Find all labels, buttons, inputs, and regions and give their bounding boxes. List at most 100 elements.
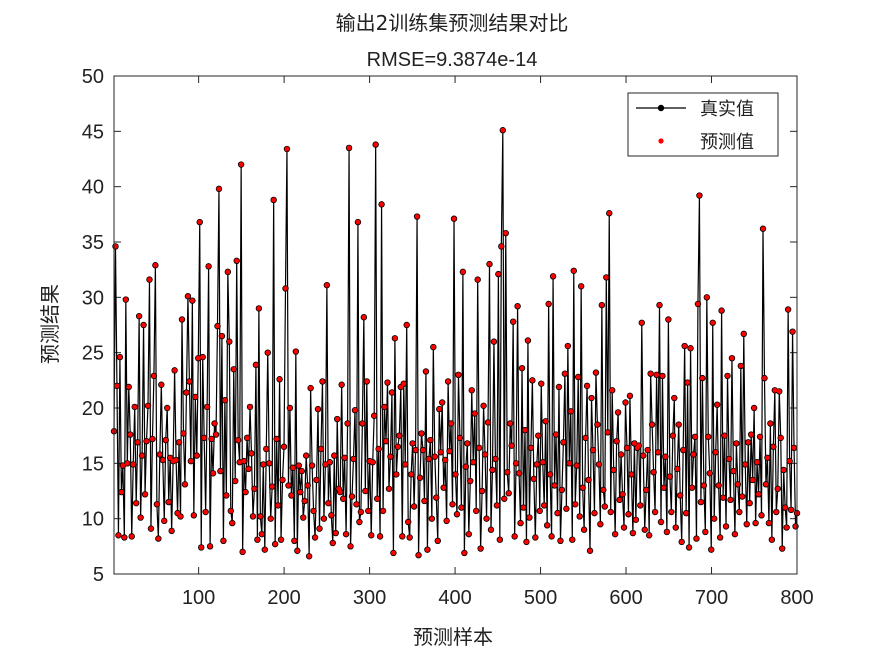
point-predicted-value	[748, 432, 754, 437]
point-predicted-value	[427, 437, 433, 443]
point-predicted-value	[266, 460, 272, 466]
point-predicted-value	[655, 449, 661, 455]
point-predicted-value	[685, 380, 690, 385]
point-predicted-value	[441, 485, 447, 491]
point-predicted-value	[391, 550, 396, 556]
point-predicted-value	[722, 433, 727, 439]
point-predicted-value	[213, 432, 219, 437]
point-predicted-value	[376, 446, 382, 452]
point-predicted-value	[676, 422, 682, 427]
point-predicted-value	[451, 216, 457, 222]
point-predicted-value	[172, 367, 178, 373]
point-predicted-value	[203, 509, 209, 515]
point-predicted-value	[191, 512, 197, 518]
point-predicted-value	[770, 444, 776, 450]
x-tick-label: 700	[695, 587, 728, 609]
point-predicted-value	[612, 531, 618, 537]
point-predicted-value	[340, 496, 346, 502]
point-predicted-value	[463, 464, 469, 470]
point-predicted-value	[630, 530, 636, 536]
point-predicted-value	[207, 543, 213, 549]
point-predicted-value	[226, 339, 232, 344]
point-predicted-value	[744, 521, 750, 527]
point-predicted-value	[252, 486, 257, 492]
point-predicted-value	[657, 302, 662, 308]
point-predicted-value	[212, 421, 217, 426]
point-predicted-value	[187, 379, 192, 384]
point-predicted-value	[660, 373, 665, 379]
point-predicted-value	[643, 487, 649, 493]
point-predicted-value	[753, 520, 759, 526]
point-predicted-value	[460, 269, 466, 275]
point-predicted-value	[339, 382, 345, 388]
point-predicted-value	[524, 539, 529, 545]
point-predicted-value	[670, 433, 676, 439]
point-predicted-value	[201, 435, 207, 441]
point-predicted-value	[605, 429, 611, 435]
point-predicted-value	[473, 508, 479, 514]
point-predicted-value	[404, 322, 410, 328]
point-predicted-value	[467, 478, 473, 484]
point-predicted-value	[711, 516, 717, 522]
point-predicted-value	[790, 329, 795, 335]
point-predicted-value	[751, 405, 757, 411]
point-predicted-value	[289, 493, 294, 498]
point-predicted-value	[772, 387, 778, 393]
point-predicted-value	[311, 508, 316, 514]
point-predicted-value	[627, 393, 633, 399]
point-predicted-value	[565, 343, 571, 349]
point-predicted-value	[606, 210, 612, 216]
x-axis-label: 预测样本	[413, 625, 493, 649]
point-predicted-value	[686, 545, 692, 550]
point-predicted-value	[399, 533, 405, 539]
x-tick-label: 400	[438, 587, 471, 609]
point-predicted-value	[323, 462, 328, 467]
y-tick-label: 25	[82, 343, 104, 365]
point-predicted-value	[762, 375, 767, 381]
point-predicted-value	[330, 540, 336, 546]
point-predicted-value	[348, 543, 353, 549]
point-predicted-value	[745, 439, 751, 445]
point-predicted-value	[546, 301, 552, 307]
point-predicted-value	[417, 475, 423, 481]
point-predicted-value	[194, 453, 200, 458]
point-predicted-value	[305, 483, 311, 488]
point-predicted-value	[513, 460, 519, 466]
point-predicted-value	[398, 384, 404, 390]
point-predicted-value	[577, 514, 583, 519]
point-predicted-value	[624, 445, 630, 451]
point-predicted-value	[649, 422, 655, 427]
point-predicted-value	[371, 413, 377, 419]
point-predicted-value	[599, 302, 605, 308]
point-predicted-value	[306, 553, 312, 559]
point-predicted-value	[364, 379, 370, 384]
point-predicted-value	[654, 372, 659, 378]
point-predicted-value	[395, 444, 401, 450]
point-predicted-value	[302, 498, 308, 504]
point-predicted-value	[615, 410, 621, 415]
point-predicted-value	[609, 387, 615, 393]
point-predicted-value	[738, 363, 744, 369]
point-predicted-value	[674, 466, 680, 472]
point-predicted-value	[671, 395, 677, 401]
point-predicted-value	[173, 457, 179, 463]
point-predicted-value	[144, 438, 149, 444]
point-predicted-value	[287, 405, 293, 411]
point-predicted-value	[702, 529, 708, 535]
point-predicted-value	[315, 406, 321, 412]
point-predicted-value	[614, 438, 620, 444]
point-predicted-value	[575, 374, 581, 380]
point-predicted-value	[574, 463, 580, 468]
point-predicted-value	[345, 421, 350, 426]
point-predicted-value	[779, 546, 785, 551]
y-tick-label: 45	[82, 121, 104, 143]
point-predicted-value	[351, 456, 356, 462]
point-predicted-value	[249, 450, 254, 456]
point-predicted-value	[699, 375, 705, 381]
point-predicted-value	[121, 535, 127, 540]
x-tick-label: 200	[267, 587, 300, 609]
legend-marker-true-values	[657, 104, 665, 112]
legend-label-true-values: 真实值	[700, 99, 754, 120]
point-predicted-value	[185, 293, 191, 299]
point-predicted-value	[776, 389, 782, 394]
